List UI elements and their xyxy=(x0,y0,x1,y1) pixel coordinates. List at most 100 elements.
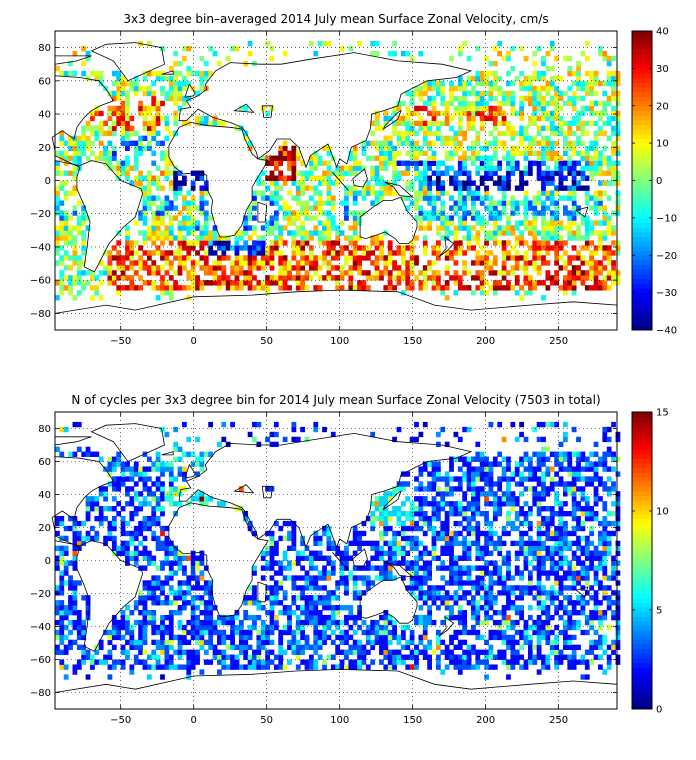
data-cell xyxy=(593,195,599,201)
data-cell xyxy=(593,555,599,561)
data-cell xyxy=(142,205,148,211)
data-cell xyxy=(160,585,165,591)
data-cell xyxy=(576,610,581,616)
data-cell xyxy=(313,190,319,196)
data-cell xyxy=(344,260,349,266)
data-cell xyxy=(265,624,270,631)
data-cell xyxy=(405,275,411,281)
data-cell xyxy=(484,145,489,151)
data-cell xyxy=(400,245,406,251)
data-cell xyxy=(484,70,489,77)
data-cell xyxy=(435,629,441,636)
data-cell xyxy=(606,95,612,102)
data-cell xyxy=(554,220,560,226)
data-cell xyxy=(562,634,568,641)
data-cell xyxy=(488,160,494,166)
data-cell xyxy=(506,125,511,132)
data-cell xyxy=(168,205,174,211)
data-cell xyxy=(392,285,397,291)
data-cell xyxy=(352,540,358,547)
data-cell xyxy=(527,205,533,211)
data-cell xyxy=(199,80,205,87)
data-cell xyxy=(291,245,297,251)
data-cell xyxy=(387,145,393,151)
data-cell xyxy=(536,210,542,216)
data-cell xyxy=(492,220,498,226)
data-cell xyxy=(545,240,551,246)
data-cell xyxy=(142,240,148,246)
data-cell xyxy=(374,120,380,127)
data-cell xyxy=(111,270,117,276)
data-cell xyxy=(453,275,459,281)
data-cell xyxy=(265,230,270,236)
data-cell xyxy=(422,654,428,660)
data-cell xyxy=(81,215,87,221)
data-cell xyxy=(611,590,616,596)
data-cell xyxy=(252,654,257,660)
data-cell xyxy=(444,654,450,660)
data-cell xyxy=(527,80,533,87)
data-cell xyxy=(190,285,196,291)
data-cell xyxy=(330,225,336,231)
data-cell xyxy=(322,170,327,176)
data-cell xyxy=(562,555,568,561)
data-cell xyxy=(291,215,297,221)
data-cell xyxy=(352,550,358,556)
data-cell xyxy=(81,260,87,266)
data-cell xyxy=(304,210,310,216)
data-cell xyxy=(466,75,472,82)
data-cell xyxy=(72,664,78,670)
data-cell xyxy=(484,115,489,122)
data-cell xyxy=(536,669,542,675)
data-cell xyxy=(466,235,472,241)
data-cell xyxy=(326,220,332,226)
data-cell xyxy=(107,160,113,166)
data-cell xyxy=(606,550,612,556)
data-cell xyxy=(418,555,424,561)
data-cell xyxy=(488,585,494,591)
data-cell xyxy=(252,255,257,261)
data-cell xyxy=(313,575,319,581)
data-cell xyxy=(440,205,446,211)
data-cell xyxy=(593,605,599,611)
data-cell xyxy=(265,290,270,296)
data-cell xyxy=(427,180,433,186)
colorbar-swatch xyxy=(632,269,652,275)
data-cell xyxy=(435,110,441,117)
data-cell xyxy=(435,245,441,251)
data-cell xyxy=(471,160,476,166)
data-cell xyxy=(484,290,489,296)
data-cell xyxy=(405,540,411,547)
data-cell xyxy=(76,634,82,641)
data-cell xyxy=(365,649,371,655)
data-cell xyxy=(142,230,148,236)
data-cell xyxy=(195,595,200,601)
data-cell xyxy=(532,285,538,291)
data-cell xyxy=(549,200,555,206)
data-cell xyxy=(501,285,507,291)
data-cell xyxy=(396,270,402,276)
data-cell xyxy=(462,664,468,670)
data-cell xyxy=(94,649,100,655)
data-cell xyxy=(414,215,419,221)
data-cell xyxy=(427,659,433,665)
data-cell xyxy=(466,180,472,186)
data-cell xyxy=(221,270,227,276)
data-cell xyxy=(221,659,227,665)
data-cell xyxy=(138,230,143,236)
data-cell xyxy=(164,125,170,132)
data-cell xyxy=(120,624,126,631)
data-cell xyxy=(571,245,577,251)
data-cell xyxy=(72,550,78,556)
data-cell xyxy=(562,629,568,636)
data-cell xyxy=(374,195,380,201)
colorbar-swatch xyxy=(632,194,652,200)
colorbar-swatch xyxy=(632,203,652,210)
data-cell xyxy=(190,215,196,221)
data-cell xyxy=(326,600,332,606)
data-cell xyxy=(352,565,358,571)
data-cell xyxy=(558,90,564,97)
data-cell xyxy=(462,170,468,176)
data-cell xyxy=(90,70,95,77)
data-cell xyxy=(414,570,419,576)
